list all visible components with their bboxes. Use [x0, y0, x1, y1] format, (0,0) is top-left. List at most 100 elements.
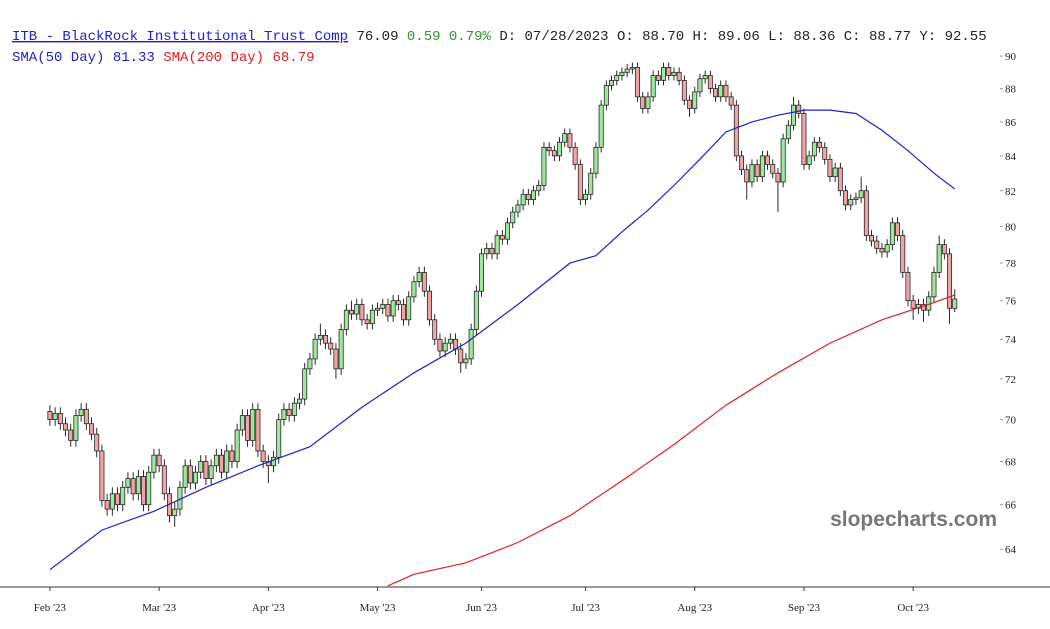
candle-body [848, 199, 854, 206]
y-tick-label: 64 [1005, 544, 1017, 556]
candle-body [640, 96, 646, 109]
candle-body [161, 465, 167, 495]
candle-body [395, 300, 401, 305]
candle-body [447, 338, 453, 344]
candle-body [931, 272, 937, 298]
candle-body [707, 75, 713, 89]
candle-body [765, 155, 771, 165]
candle-body [910, 300, 916, 309]
candle-body [141, 476, 146, 506]
candle-body [546, 146, 552, 152]
candle-body [416, 272, 422, 283]
candle-body [115, 493, 120, 506]
candle-body [936, 244, 942, 273]
candle-body [874, 240, 880, 249]
candle-body [505, 222, 510, 240]
candle-body [583, 193, 588, 200]
candle-body [629, 67, 635, 70]
candle-body [146, 471, 152, 506]
candle-body [671, 71, 677, 76]
y-tick-label: 82 [1005, 186, 1016, 198]
candle-body [172, 508, 178, 517]
candle-body [728, 96, 734, 106]
candle-body [385, 304, 391, 317]
candle-body [744, 169, 750, 183]
candle-body [567, 133, 573, 148]
candle-body [187, 465, 193, 484]
candle-body [203, 461, 209, 480]
candle-body [349, 309, 354, 315]
candle-body [427, 290, 432, 321]
candle-body [135, 476, 141, 495]
candle-body [869, 235, 875, 242]
candle-body [603, 84, 609, 106]
x-tick-label: Sep '23 [788, 602, 821, 614]
change: 0.59 [407, 29, 441, 45]
candle-body [733, 104, 739, 157]
candle-body [421, 272, 427, 292]
candle-body [354, 304, 360, 315]
candle-body [754, 164, 760, 178]
candle-body [437, 338, 443, 352]
candle-body [245, 415, 250, 441]
candle-body [905, 272, 911, 302]
candle-body [333, 348, 339, 370]
candle-body [229, 450, 235, 462]
candle-body [224, 450, 230, 473]
candle-body [156, 454, 162, 467]
candle-body [900, 235, 906, 273]
candle-body [879, 247, 885, 253]
candle-body [536, 185, 542, 192]
candle-body [681, 80, 687, 101]
change-pct: 0.79% [449, 29, 492, 45]
candle-body [99, 450, 105, 501]
candle-body [520, 193, 526, 206]
candle-body [307, 358, 313, 370]
candle-body [271, 456, 276, 467]
candle-body [255, 408, 261, 452]
candle-body [811, 141, 817, 157]
candle-body [791, 104, 797, 126]
candle-body [541, 146, 547, 186]
candle-body [796, 104, 802, 114]
candle-body [853, 197, 859, 200]
candle-body [884, 244, 890, 253]
candle-body [494, 235, 500, 255]
candle-body [484, 247, 490, 255]
candle-body [510, 211, 516, 224]
x-tick-label: May '23 [360, 602, 396, 614]
candle-body [120, 486, 126, 506]
candle-body [697, 78, 703, 93]
candle-body [343, 309, 349, 330]
candle-body [499, 235, 505, 240]
candle-body [723, 84, 729, 98]
last-price: 76.09 [356, 29, 398, 45]
candle-body [73, 415, 79, 441]
y-tick-label: 70 [1005, 415, 1017, 427]
symbol-name[interactable]: ITB - BlackRock Institutional Trust Comp [12, 29, 348, 45]
x-tick-label: Mar '23 [142, 602, 177, 614]
candle-body [104, 499, 110, 510]
candle-body [78, 408, 84, 416]
x-tick-label: Apr '23 [252, 602, 285, 614]
candle-body [863, 190, 869, 236]
candle-body [822, 146, 828, 160]
sma-line [387, 294, 956, 587]
candle-body [239, 415, 245, 431]
x-tick-label: Aug '23 [677, 602, 712, 614]
candle-body [666, 67, 672, 76]
watermark: slopecharts.com [830, 508, 997, 531]
candle-body [947, 253, 953, 309]
candle-body [47, 411, 53, 420]
candle-body [941, 244, 947, 255]
y-tick-label: 72 [1005, 374, 1016, 386]
x-tick-label: Oct '23 [897, 602, 929, 614]
candle-body [676, 71, 682, 81]
y-tick-label: 78 [1005, 258, 1017, 270]
candle-body [489, 247, 495, 255]
candle-body [130, 478, 136, 495]
candle-body [198, 461, 204, 473]
candle-body [463, 358, 469, 364]
candle-body [369, 309, 375, 325]
y-tick-label: 74 [1005, 334, 1017, 346]
